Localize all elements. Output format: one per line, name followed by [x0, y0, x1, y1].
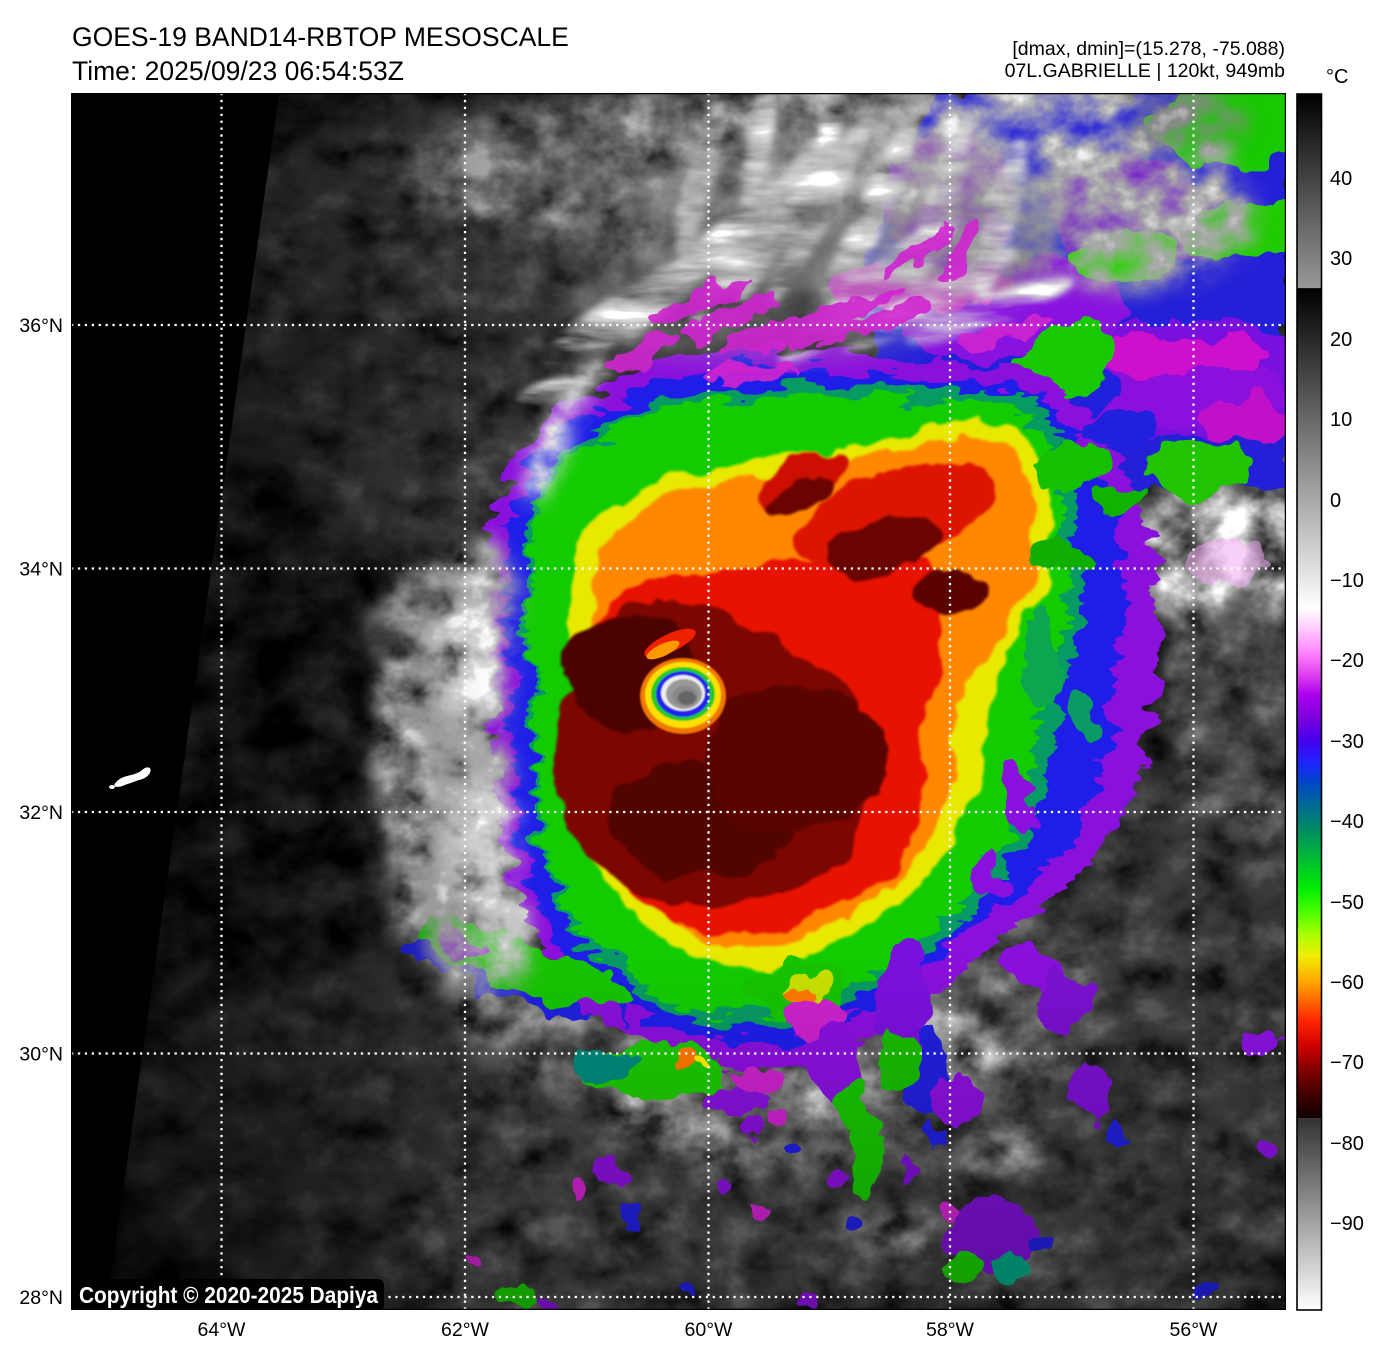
svg-text:−30: −30	[1330, 731, 1364, 753]
svg-text:07L.GABRIELLE | 120kt, 949mb: 07L.GABRIELLE | 120kt, 949mb	[1005, 60, 1286, 82]
svg-text:40: 40	[1330, 168, 1352, 190]
svg-text:28°N: 28°N	[19, 1287, 63, 1309]
svg-text:30: 30	[1330, 248, 1352, 270]
svg-text:58°W: 58°W	[926, 1319, 974, 1341]
svg-text:32°N: 32°N	[19, 802, 63, 824]
svg-text:34°N: 34°N	[19, 559, 63, 581]
svg-text:−80: −80	[1330, 1133, 1364, 1155]
svg-text:°C: °C	[1326, 66, 1348, 88]
svg-text:−60: −60	[1330, 972, 1364, 994]
svg-text:20: 20	[1330, 329, 1352, 351]
svg-text:−10: −10	[1330, 570, 1364, 592]
svg-text:36°N: 36°N	[19, 315, 63, 337]
svg-text:[dmax, dmin]=(15.278, -75.088): [dmax, dmin]=(15.278, -75.088)	[1012, 38, 1285, 60]
svg-text:56°W: 56°W	[1170, 1319, 1218, 1341]
svg-text:Time: 2025/09/23 06:54:53Z: Time: 2025/09/23 06:54:53Z	[72, 56, 404, 86]
svg-text:62°W: 62°W	[441, 1319, 489, 1341]
svg-text:10: 10	[1330, 409, 1352, 431]
svg-text:−20: −20	[1330, 650, 1364, 672]
svg-text:−40: −40	[1330, 811, 1364, 833]
svg-text:Copyright © 2020-2025 Dapiya: Copyright © 2020-2025 Dapiya	[79, 1282, 379, 1308]
svg-text:−50: −50	[1330, 892, 1364, 914]
svg-text:0: 0	[1330, 490, 1341, 512]
svg-text:GOES-19 BAND14-RBTOP MESOSCALE: GOES-19 BAND14-RBTOP MESOSCALE	[72, 22, 569, 52]
svg-text:60°W: 60°W	[685, 1319, 733, 1341]
svg-text:−90: −90	[1330, 1213, 1364, 1235]
svg-text:64°W: 64°W	[198, 1319, 246, 1341]
svg-text:−70: −70	[1330, 1052, 1364, 1074]
svg-text:30°N: 30°N	[19, 1044, 63, 1066]
